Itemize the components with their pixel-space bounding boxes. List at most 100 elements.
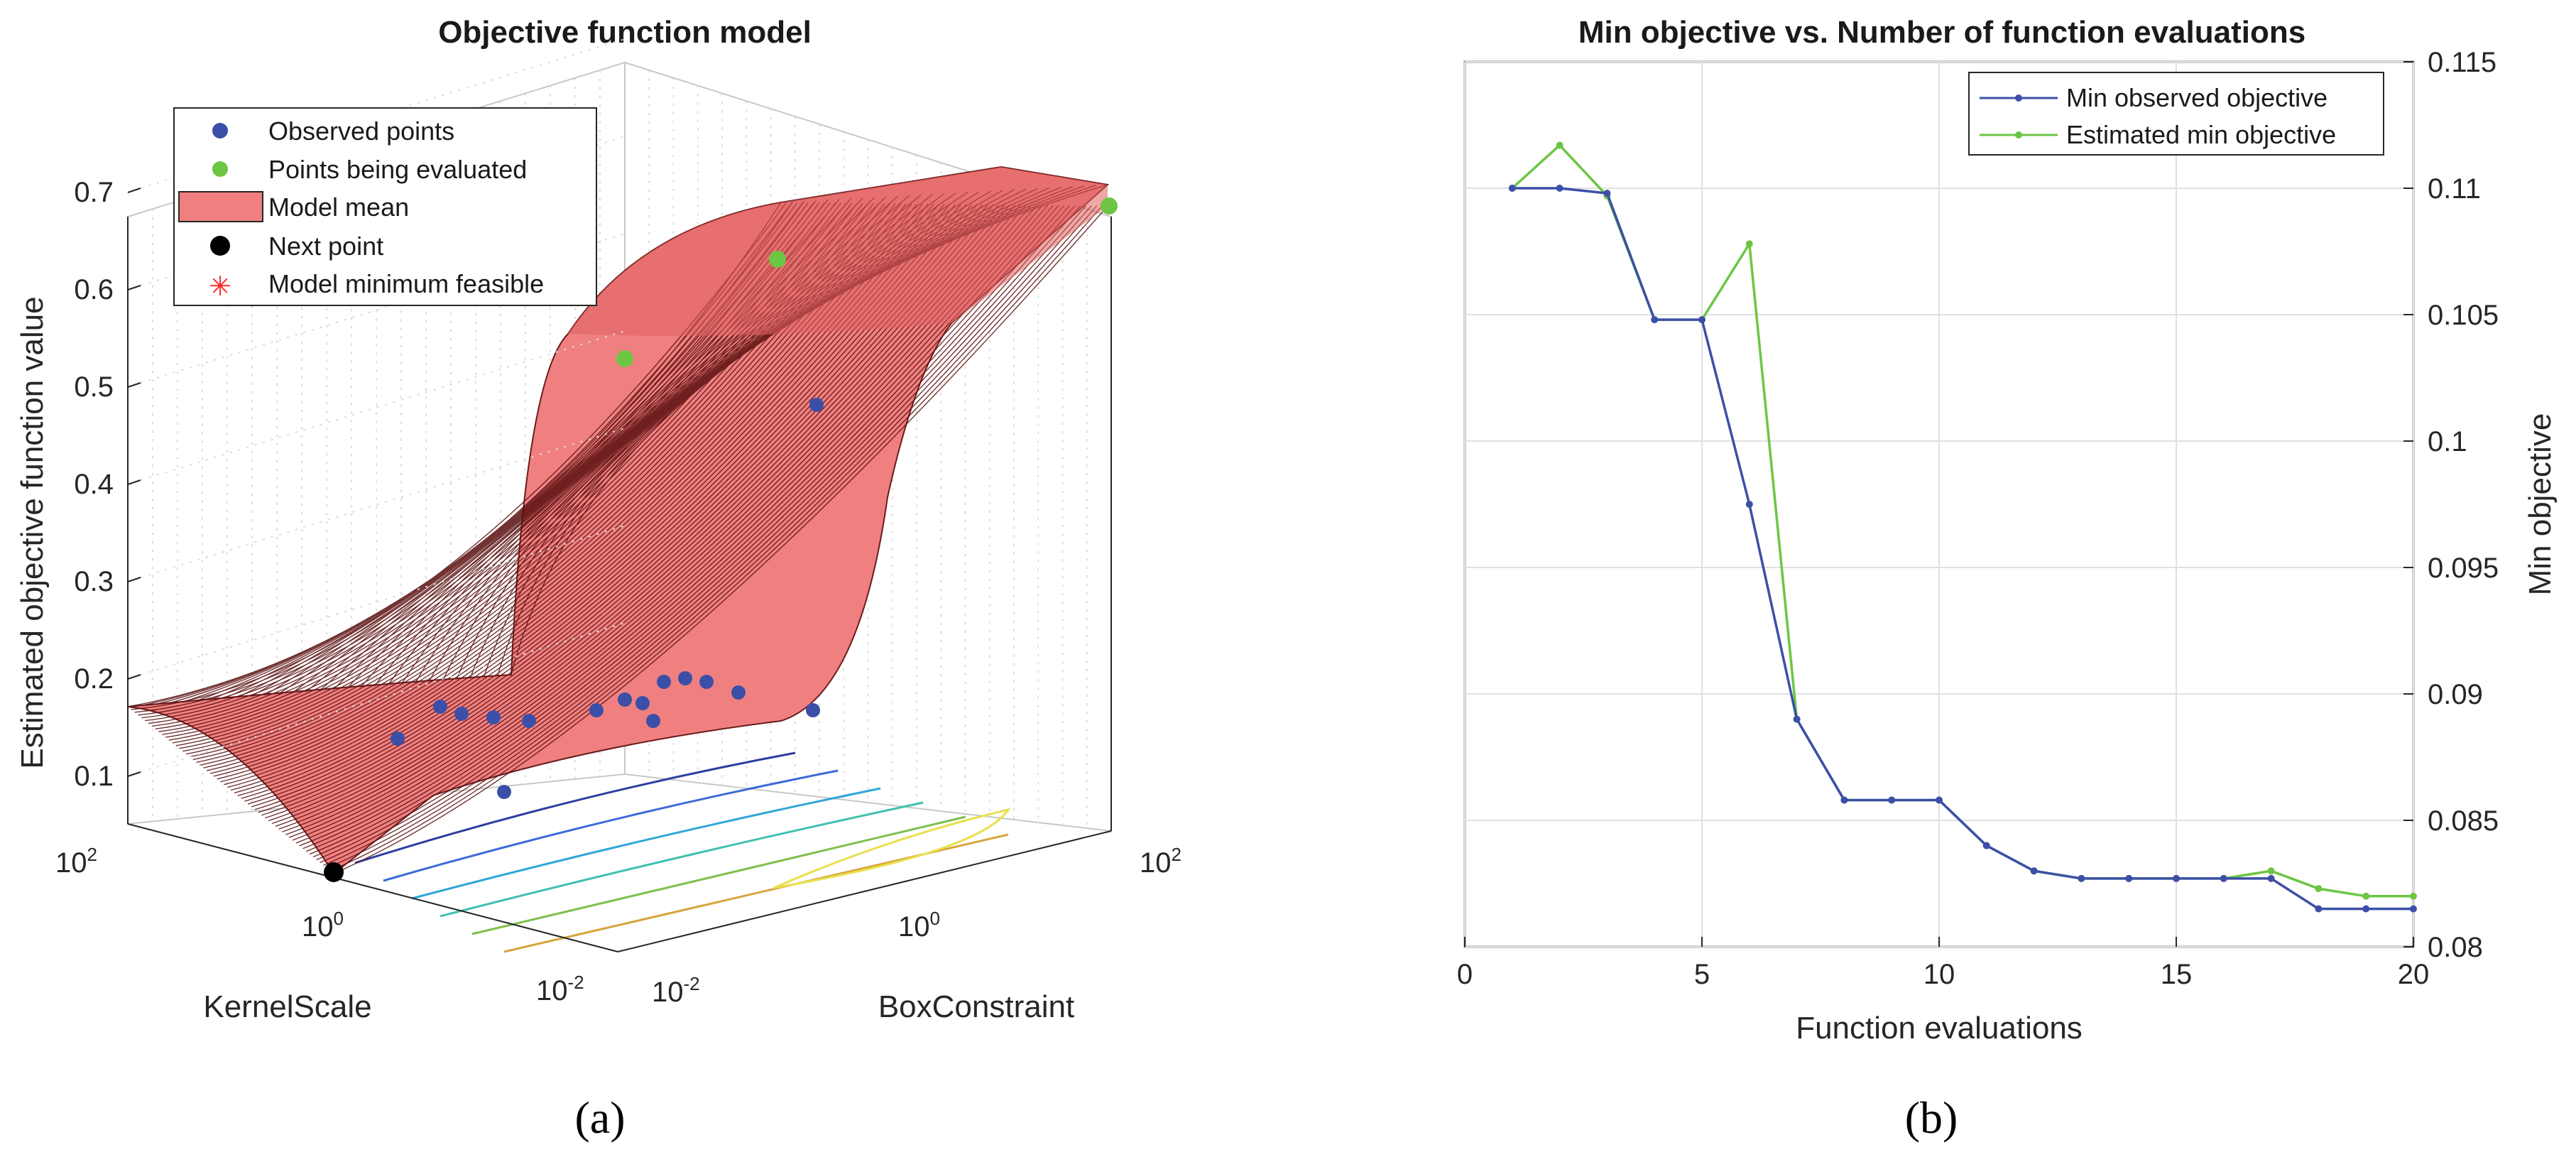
z-tick-label: 0.7	[74, 177, 114, 208]
x-tick-label: 15	[2161, 959, 2193, 990]
observed-point	[635, 696, 650, 710]
kernel-tick: 10-2	[536, 972, 584, 1006]
data-point	[2173, 874, 2180, 882]
z-tick-label: 0.1	[74, 761, 114, 792]
data-point	[1556, 141, 1563, 149]
data-point	[1745, 240, 1753, 248]
data-point	[2030, 867, 2038, 875]
data-point	[1745, 501, 1753, 508]
y-tick-label: 0.115	[2428, 47, 2496, 78]
line-legend: Min observed objective Estimated min obj…	[1968, 72, 2384, 156]
legend-label: Next point	[268, 232, 383, 261]
data-point	[2125, 874, 2133, 882]
x-tick-label: 10	[1923, 959, 1955, 990]
observed-point	[522, 714, 536, 728]
y-tick-label: 0.11	[2428, 173, 2481, 205]
y-tick-label: 0.09	[2428, 679, 2483, 710]
line-chart: Min objective vs. Number of function eva…	[1457, 15, 2558, 1143]
legend-minimum-marker: ✳	[209, 272, 231, 302]
data-point	[2362, 905, 2370, 913]
observed-point	[486, 710, 501, 724]
data-point	[2315, 905, 2323, 913]
caption-a: (a)	[574, 1092, 625, 1143]
data-point	[2410, 892, 2417, 900]
data-point	[1888, 796, 1896, 804]
line-title: Min objective vs. Number of function eva…	[1578, 15, 2305, 50]
observed-point	[699, 675, 714, 689]
y-tick-label: 0.095	[2428, 553, 2499, 584]
legend-next-marker	[210, 236, 230, 256]
data-point	[1982, 842, 1990, 849]
kernel-tick: 100	[302, 908, 344, 943]
box-tick: 102	[1140, 844, 1181, 879]
z-axis-ticks: 0.1 0.2 0.3 0.4 0.5 0.6 0.7	[74, 38, 626, 792]
z-tick-label: 0.4	[74, 469, 114, 500]
y-tick-label: 0.1	[2428, 426, 2467, 457]
data-point	[2267, 867, 2275, 875]
y-axis-ticks: 0.08 0.085 0.09 0.095 0.1 0.105 0.11 0.115	[2403, 47, 2499, 963]
model-mean-surface	[127, 165, 1110, 875]
observed-point	[589, 703, 604, 717]
x-tick-label: 20	[2398, 959, 2430, 990]
evaluated-point	[769, 251, 786, 268]
data-point	[1556, 185, 1563, 192]
data-point	[1651, 316, 1659, 324]
observed-points	[391, 398, 824, 799]
observed-point	[497, 785, 511, 799]
box-tick: 10-2	[652, 973, 700, 1008]
data-point	[2220, 874, 2227, 882]
legend-label: Observed points	[268, 116, 454, 146]
kernel-tick: 102	[55, 844, 97, 879]
observed-point	[806, 703, 820, 717]
legend-label: Points being evaluated	[268, 155, 527, 184]
series	[1508, 141, 2417, 913]
box-tick: 100	[898, 908, 940, 943]
observed-point	[618, 692, 632, 707]
surface-legend: Observed points Points being evaluated M…	[173, 107, 597, 306]
evaluated-point	[616, 350, 633, 367]
x-axis-ticks: 0 5 10 15 20	[1457, 937, 2429, 990]
data-point	[2362, 892, 2370, 900]
data-point	[1793, 715, 1801, 723]
gridlines	[1464, 61, 2414, 947]
y-tick-label: 0.105	[2428, 300, 2499, 331]
legend-estimated-dot	[2015, 131, 2022, 138]
observed-point	[657, 675, 671, 689]
series-0	[1508, 185, 2417, 913]
line-y-label: Min objective	[2523, 413, 2558, 596]
line-x-label: Function evaluations	[1796, 1011, 2083, 1045]
observed-point	[646, 714, 660, 728]
legend-surface-swatch	[178, 191, 263, 222]
surface-title: Objective function model	[438, 15, 812, 50]
next-point	[324, 862, 344, 882]
data-point	[1840, 796, 1848, 804]
legend-label: Model minimum feasible	[268, 269, 544, 298]
observed-point	[731, 685, 746, 700]
legend-label: Estimated min objective	[2066, 120, 2336, 149]
box-edges	[127, 217, 1112, 952]
y-tick-label: 0.08	[2428, 932, 2483, 963]
x-tick-label: 5	[1694, 959, 1710, 990]
evaluated-points	[616, 197, 1118, 367]
legend-observed-dot	[2015, 94, 2022, 102]
z-tick-label: 0.3	[74, 566, 114, 597]
observed-point	[454, 707, 469, 721]
data-point	[2315, 885, 2323, 893]
y-tick-label: 0.085	[2428, 805, 2499, 837]
data-point	[2267, 874, 2275, 882]
data-point	[2410, 905, 2417, 913]
observed-point	[433, 700, 447, 714]
z-axis-label: Estimated objective function value	[15, 296, 50, 768]
data-point	[1936, 796, 1943, 804]
legend-observed-marker	[212, 123, 228, 138]
legend-label: Model mean	[268, 192, 409, 222]
data-point	[1698, 316, 1705, 324]
legend-label: Min observed objective	[2066, 83, 2327, 112]
evaluated-point	[1101, 197, 1118, 214]
z-tick-label: 0.5	[74, 371, 114, 403]
observed-point	[809, 398, 824, 412]
y-axis-label: BoxConstraint	[878, 989, 1074, 1024]
data-point	[1508, 185, 1516, 192]
series-line	[1512, 187, 2413, 911]
